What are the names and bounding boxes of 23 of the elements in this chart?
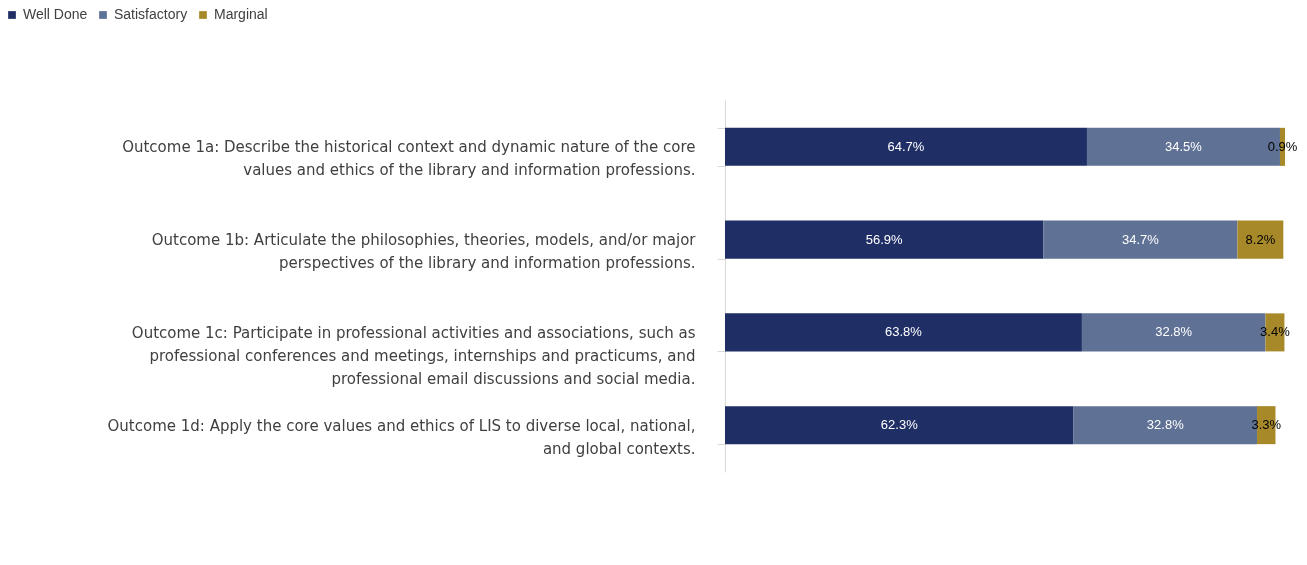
data-label: 62.3% (880, 417, 919, 433)
bar (725, 220, 1044, 259)
y-tick-label: Outcome 1a: Describe the historical context and dynamic nature of the core values and ethics of the library and information professions. (122, 138, 696, 180)
data-label: 0.9% (1267, 138, 1298, 154)
bar (725, 406, 1074, 445)
bar (1237, 220, 1284, 259)
data-label: 64.7% (887, 138, 925, 154)
bar (725, 127, 1087, 166)
y-tick-label: Outcome 1b: Articulate the philosophies, theories, models, and/or major perspectives of the library and information professions. (151, 231, 697, 273)
legend-label: Satisfactory (114, 6, 188, 22)
bar (725, 313, 1082, 352)
y-tick-label: Outcome 1d: Apply the core values and ethics of LIS to diverse local, national, and global contexts. (107, 416, 696, 458)
data-label: 63.8% (885, 324, 923, 340)
data-label: 8.2% (1245, 231, 1276, 247)
y-tick-label: Outcome 1c: Participate in professional activities and associations, such as professional conferences and meetings, internships and practicums, and professional email discussions and social media. (131, 323, 696, 388)
legend-label: Well Done (23, 6, 88, 22)
legend-label: Marginal (214, 6, 268, 22)
data-label: 56.9% (865, 231, 904, 247)
data-label: 34.5% (1165, 138, 1203, 154)
data-label: 32.8% (1146, 417, 1185, 433)
bar (1043, 220, 1238, 259)
data-label: 32.8% (1155, 324, 1193, 340)
data-label: 34.7% (1121, 231, 1160, 247)
